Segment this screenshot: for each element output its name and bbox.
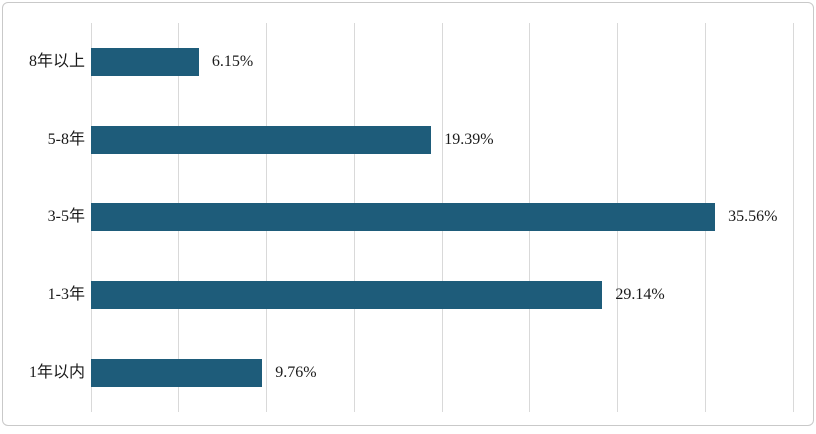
value-label: 19.39% [444,130,494,148]
bar [91,47,199,76]
chart-canvas: 8年以上 6.15% 5-8年 19.39% 3-5年 35.56% 1-3年 29.14% 1… [2,2,814,426]
bar-row: 8年以上 6.15% [3,23,813,101]
category-label: 1-3年 [47,286,85,304]
value-label: 35.56% [728,208,778,226]
value-label: 9.76% [275,364,317,382]
bar-row: 1年以内 9.76% [3,334,813,412]
category-label: 3-5年 [47,208,85,226]
bar [91,125,432,154]
bar-track: 35.56% [91,203,793,232]
plot-area: 8年以上 6.15% 5-8年 19.39% 3-5年 35.56% 1-3年 29.14% 1… [29,23,794,412]
bar-track: 29.14% [91,281,793,310]
category-label: 1年以内 [28,364,85,382]
bar [91,281,603,310]
value-label: 29.14% [615,286,665,304]
bar [91,359,263,388]
bar-track: 9.76% [91,359,793,388]
bar-row: 5-8年 19.39% [3,101,813,179]
bar-row: 1-3年 29.14% [3,256,813,334]
bar-rows: 8年以上 6.15% 5-8年 19.39% 3-5年 35.56% 1-3年 29.14% 1… [3,23,813,412]
bar-track: 19.39% [91,125,793,154]
value-label: 6.15% [211,52,254,70]
bar-track: 6.15% [91,47,793,76]
gridline [792,23,794,412]
category-label: 8年以上 [28,52,85,70]
bar-row: 3-5年 35.56% [3,179,813,257]
category-label: 5-8年 [47,130,85,148]
bar [91,203,716,232]
